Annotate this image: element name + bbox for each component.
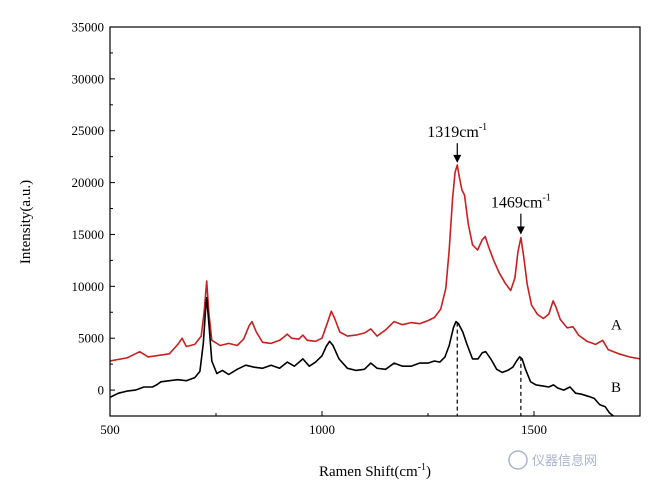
x-tick-label: 1000 — [309, 422, 335, 437]
y-tick-label: 0 — [98, 383, 105, 398]
series-a-label: A — [611, 318, 622, 334]
y-axis-title: Intensity(a.u.) — [18, 180, 34, 264]
y-tick-label: 15000 — [72, 227, 105, 242]
plot-frame — [109, 26, 641, 417]
series-b-line — [110, 296, 615, 416]
annotation-a1469-arrow-icon — [516, 226, 525, 235]
watermark: 仪器信息网 — [508, 450, 597, 470]
y-tick-label: 35000 — [72, 20, 105, 35]
annotation-a1319-label: 1319cm-1 — [427, 122, 487, 141]
y-tick-label: 10000 — [72, 279, 105, 294]
y-tick-label: 25000 — [72, 123, 105, 138]
series-b-label: B — [611, 380, 621, 396]
y-tick-label: 5000 — [78, 331, 104, 346]
x-tick-label: 500 — [100, 422, 120, 437]
watermark-logo-icon — [508, 450, 528, 470]
annotation-a1319-arrow-icon — [453, 154, 462, 163]
watermark-text: 仪器信息网 — [532, 453, 597, 469]
x-tick-label: 1500 — [521, 422, 547, 437]
y-tick-label: 30000 — [72, 71, 105, 86]
annotation-a1469-label: 1469cm-1 — [491, 193, 551, 212]
series-a-line — [110, 164, 640, 362]
y-tick-label: 20000 — [72, 175, 105, 190]
x-axis-title: Ramen Shift(cm-1) — [319, 462, 431, 480]
